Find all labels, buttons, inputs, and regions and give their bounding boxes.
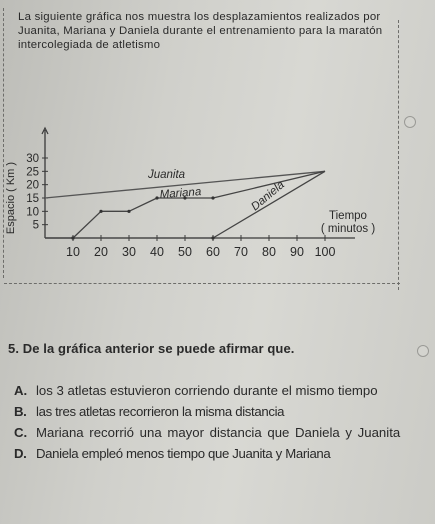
x-tick-label: 50: [178, 245, 192, 259]
question-text: De la gráfica anterior se puede afirmar …: [22, 341, 295, 356]
y-tick-label: 5: [33, 220, 39, 232]
x-tick-label: 90: [290, 245, 304, 259]
intro-text: La siguiente gráfica nos muestra los des…: [18, 11, 383, 51]
x-tick-label: 20: [94, 245, 108, 259]
x-tick-label: 40: [150, 245, 164, 259]
series-label-mariana: Mariana: [159, 186, 201, 201]
binder-hole: [404, 116, 416, 128]
x-tick-label: 100: [315, 245, 336, 259]
option-letter: B.: [14, 404, 27, 419]
data-point: [183, 196, 187, 200]
data-point: [211, 196, 215, 200]
series-line-mariana: [45, 170, 326, 239]
dashed-divider: [4, 283, 400, 284]
option-letter: D.: [14, 446, 27, 461]
dashed-border-left: [3, 8, 4, 278]
x-tick-label: 60: [206, 245, 220, 259]
x-tick-label: 10: [66, 245, 80, 259]
series-label-juanita: Juanita: [147, 169, 185, 181]
x-axis-label: Tiempo: [329, 210, 367, 222]
displacement-chart: 10 20 30 40 50 60 70 80 90 10051015202530Espacio …: [5, 126, 375, 259]
x-tick-label: 70: [234, 245, 248, 259]
option-text: Daniela empleó menos tiempo que Juanita …: [36, 446, 331, 461]
series-label-daniela: Daniela: [249, 179, 287, 213]
x-axis-label-unit: ( minutos ): [321, 223, 375, 235]
data-point: [127, 209, 131, 213]
question-5: 5. De la gráfica anterior se puede afirm…: [8, 341, 294, 356]
option-a[interactable]: A. los 3 atletas estuvieron corriendo du…: [14, 381, 419, 400]
data-point: [211, 236, 215, 240]
y-tick-label: 15: [26, 193, 39, 205]
option-text: Mariana recorrió una mayor distancia que…: [36, 425, 401, 440]
option-text: los 3 atletas estuvieron corriendo duran…: [36, 383, 378, 398]
data-point: [155, 196, 159, 200]
x-tick-label: 80: [262, 245, 276, 259]
y-tick-label: 30: [26, 153, 39, 165]
option-d[interactable]: D. Daniela empleó menos tiempo que Juani…: [14, 444, 419, 463]
series-line-daniela: [45, 170, 326, 239]
data-point: [71, 236, 75, 240]
option-text: las tres atletas recorrieron la misma di…: [36, 404, 285, 419]
x-tick-label: 30: [122, 245, 136, 259]
y-tick-label: 10: [26, 206, 39, 218]
data-point: [99, 209, 103, 213]
option-c[interactable]: C. Mariana recorrió una mayor distancia …: [14, 423, 419, 442]
question-number: 5.: [8, 341, 20, 356]
answer-options: A. los 3 atletas estuvieron corriendo du…: [14, 381, 419, 463]
y-axis-arrow: [41, 126, 49, 135]
option-b[interactable]: B. las tres atletas recorrieron la misma…: [14, 402, 419, 421]
y-tick-label: 20: [26, 180, 39, 192]
binder-hole: [417, 345, 429, 357]
series-line-juanita: [44, 170, 326, 199]
option-letter: A.: [14, 383, 28, 398]
y-axis-label: Espacio ( Km ): [5, 162, 17, 234]
dashed-border-right: [398, 20, 399, 290]
option-letter: C.: [14, 425, 28, 440]
y-tick-label: 25: [26, 166, 39, 178]
